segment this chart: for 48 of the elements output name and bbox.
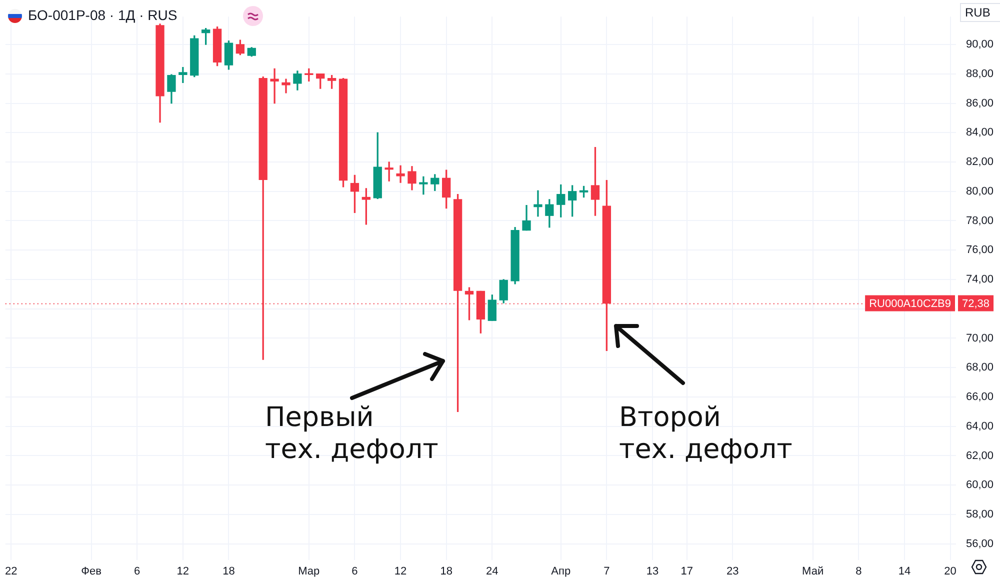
y-tick-label: 68,00: [966, 362, 994, 374]
y-tick-label: 64,00: [966, 420, 994, 432]
chart-title: БО-001P-08 · 1Д · RUS: [28, 6, 178, 23]
annotation: 72,38: [962, 298, 990, 310]
y-tick-label: 56,00: [966, 538, 994, 550]
x-tick-label: Мар: [298, 566, 320, 578]
x-tick-label: 18: [440, 566, 452, 578]
candlestick: [396, 165, 405, 183]
y-tick-label: 62,00: [966, 450, 994, 462]
x-tick-label: Апр: [551, 566, 571, 578]
annotation: Второй тех. дефолт: [619, 402, 792, 465]
y-tick-label: 60,00: [966, 479, 994, 492]
x-tick-label: 13: [646, 566, 659, 578]
x-tick-label: 6: [134, 566, 140, 578]
y-tick-label: 80,00: [966, 185, 994, 198]
y-tick-label: 78,00: [966, 214, 994, 227]
x-tick-label: 8: [856, 566, 862, 578]
y-tick-label: 58,00: [966, 508, 994, 521]
y-tick-label: 74,00: [966, 274, 994, 286]
x-tick-label: 17: [680, 566, 693, 578]
candlestick: [534, 190, 542, 217]
x-tick-label: 12: [176, 566, 190, 578]
x-tick-label: 14: [898, 566, 911, 578]
x-tick-label: 12: [394, 566, 407, 578]
y-tick-label: 76,00: [966, 244, 994, 256]
candlestick: [270, 68, 279, 104]
x-tick-label: Фев: [81, 566, 102, 578]
x-tick-label: Май: [802, 566, 824, 578]
x-tick-label: 18: [222, 566, 235, 578]
x-tick-label: 7: [604, 566, 610, 578]
x-tick-label: 20: [944, 566, 956, 578]
candlestick: [384, 162, 394, 182]
y-tick-label: 70,00: [966, 332, 994, 344]
annotation: Первый тех. дефолт: [265, 402, 438, 465]
y-tick-label: 88,00: [966, 68, 994, 80]
y-tick-label: 82,00: [966, 156, 994, 168]
y-tick-label: 90,00: [966, 38, 994, 51]
x-tick-label: 24: [486, 566, 498, 578]
y-tick-label: 84,00: [966, 126, 994, 139]
x-tick-label: 23: [726, 566, 739, 578]
x-tick-label: 6: [352, 566, 358, 578]
candlestick: [282, 78, 290, 94]
y-tick-label: 86,00: [966, 97, 994, 110]
candlestick: [419, 176, 428, 195]
x-tick-label: 22: [5, 566, 18, 578]
text: RUB: [965, 5, 990, 20]
ref-line-label: RU000A10CZB9: [869, 298, 952, 310]
y-tick-label: 66,00: [966, 391, 994, 404]
